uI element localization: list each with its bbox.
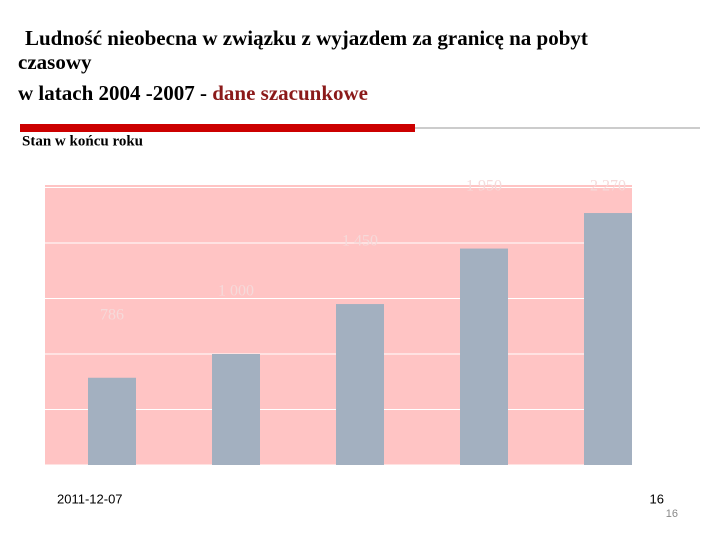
data-label: 1 950 xyxy=(466,178,502,195)
subtitle: Stan w końcu roku xyxy=(22,133,143,149)
title-line: Ludność nieobecna w związku z wyjazdem z… xyxy=(25,26,588,50)
x-tick-label: 2006 xyxy=(469,483,500,499)
x-tick-label: 2004 xyxy=(221,483,252,499)
x-tick-label: 2007 xyxy=(593,483,624,499)
bar xyxy=(584,213,632,465)
chart: 2002 786 2004 1 000 2005 1 450 2006 1 950 2007 2 … xyxy=(45,178,632,499)
data-label: 1 000 xyxy=(218,283,254,300)
slide-number: 16 xyxy=(666,508,678,520)
x-tick-label: 2005 xyxy=(345,483,375,499)
title-text: w latach 2004 -2007 - xyxy=(18,81,212,105)
data-label: 2 270 xyxy=(590,178,626,195)
accent-bar xyxy=(20,124,415,132)
bar xyxy=(460,248,508,465)
bar xyxy=(212,354,260,465)
title-line: w latach 2004 -2007 - dane szacunkowe xyxy=(18,81,368,105)
title-line: czasowy xyxy=(18,50,92,74)
page-number: 16 xyxy=(650,491,664,506)
data-label: 1 450 xyxy=(342,233,378,250)
data-label: 786 xyxy=(100,306,124,323)
footer-date: 2011-12-07 xyxy=(57,491,123,506)
x-tick-label: 2002 xyxy=(97,483,127,499)
bar xyxy=(88,377,136,465)
title-highlight: dane szacunkowe xyxy=(212,81,368,105)
bar xyxy=(336,304,384,465)
